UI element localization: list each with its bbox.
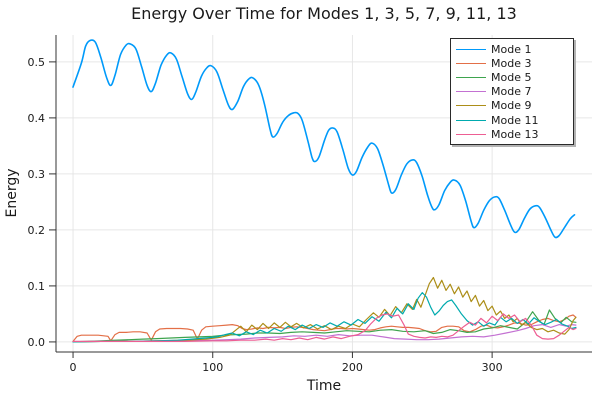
- legend: Mode 1 Mode 3 Mode 5 Mode 7 Mode 9 Mode 11 Mod…: [450, 38, 574, 146]
- legend-line-swatch: [456, 48, 486, 50]
- legend-item: Mode 3: [451, 56, 573, 70]
- series-lines: [72, 39, 577, 343]
- legend-line-swatch: [456, 105, 486, 107]
- axes: [49, 35, 592, 358]
- legend-item: Mode 1: [451, 42, 573, 56]
- legend-label: Mode 13: [491, 127, 539, 141]
- legend-item: Mode 11: [451, 113, 573, 127]
- y-tick-label: 0.1: [28, 280, 46, 293]
- x-tick-label: 100: [202, 361, 223, 374]
- legend-item: Mode 5: [451, 70, 573, 84]
- y-tick-label: 0.5: [28, 56, 46, 69]
- x-tick-label: 300: [482, 361, 503, 374]
- series-line-mode-9: [72, 276, 577, 343]
- y-tick-label: 0.2: [28, 224, 46, 237]
- legend-label: Mode 5: [491, 70, 532, 84]
- y-tick-label: 0.3: [28, 168, 46, 181]
- legend-label: Mode 9: [491, 99, 532, 113]
- x-tick-label: 200: [342, 361, 363, 374]
- series-line-mode-13: [72, 313, 577, 342]
- legend-line-swatch: [456, 76, 486, 78]
- x-axis-label: Time: [306, 378, 342, 394]
- y-tick-label: 0.0: [28, 336, 46, 349]
- series-line-mode-11: [72, 292, 577, 343]
- chart-title: Energy Over Time for Modes 1, 3, 5, 7, 9…: [131, 4, 517, 23]
- series-line-mode-7: [72, 324, 577, 343]
- legend-item: Mode 9: [451, 99, 573, 113]
- legend-label: Mode 11: [491, 113, 539, 127]
- legend-label: Mode 7: [491, 85, 532, 99]
- legend-item: Mode 7: [451, 85, 573, 99]
- legend-line-swatch: [456, 119, 486, 121]
- series-line-mode-3: [72, 314, 577, 342]
- series-line-mode-1: [72, 39, 576, 239]
- x-tick-label: 0: [70, 361, 77, 374]
- tick-labels: 0 100 200 300 0.0 0.1 0.2 0.3 0.4 0.5: [28, 56, 503, 374]
- legend-label: Mode 1: [491, 42, 532, 56]
- y-axis-label: Energy: [4, 168, 20, 218]
- grid-lines: [56, 35, 592, 352]
- y-tick-label: 0.4: [28, 112, 46, 125]
- legend-label: Mode 3: [491, 56, 532, 70]
- legend-line-swatch: [456, 62, 486, 64]
- legend-line-swatch: [456, 133, 486, 135]
- legend-item: Mode 13: [451, 127, 573, 141]
- legend-line-swatch: [456, 91, 486, 93]
- series-line-mode-5: [72, 309, 577, 343]
